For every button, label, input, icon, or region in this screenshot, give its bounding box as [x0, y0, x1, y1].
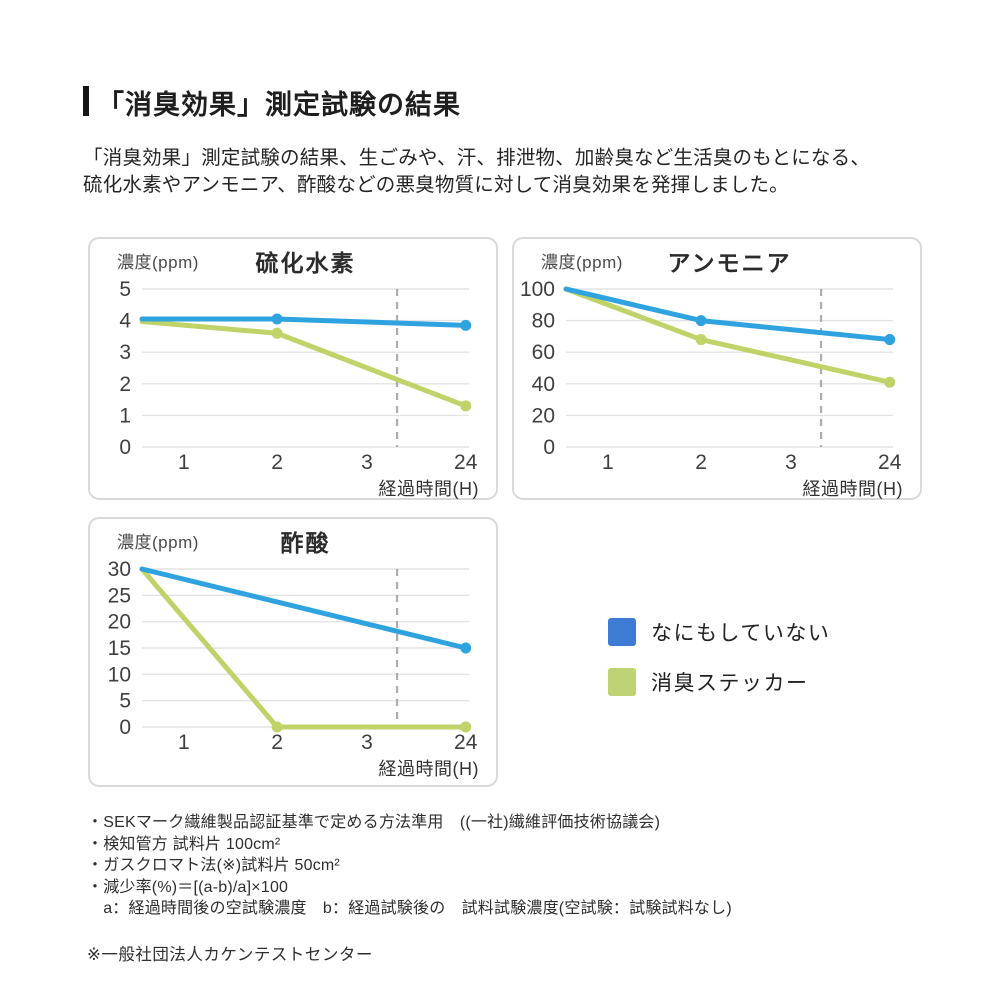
chart-title-acetic-acid: 酢酸	[280, 530, 331, 556]
chart-title-ammonia: アンモニア	[667, 250, 792, 276]
series-line-0	[139, 566, 469, 651]
y-tick-label: 3	[119, 341, 131, 364]
y-tick-label: 25	[108, 584, 131, 607]
y-tick-label: 30	[108, 558, 131, 581]
data-point	[884, 334, 896, 346]
footnote-line: ・検知管方 試料片 100cm²	[87, 835, 281, 853]
y-tick-label: 4	[119, 310, 131, 333]
source-note: ※一般社団法人カケンテストセンター	[87, 946, 373, 964]
y-tick-label: 20	[108, 611, 131, 634]
legend-swatch-blue	[608, 618, 636, 646]
y-tick-label: 5	[119, 690, 131, 713]
x-tick-label: 24	[878, 451, 902, 474]
chart-title-hydrogen-sulfide: 硫化水素	[255, 250, 356, 276]
chart-canvas-ammonia: 0 20 40 60 80 100 1 2 3 24	[520, 278, 902, 474]
footnote-line: ・減少率(%)＝[(a-b)/a]×100	[87, 878, 289, 896]
footnote-line: a：経過時間後の空試験濃度 b：経過試験後の 試料試験濃度(空試験：試験試料なし…	[87, 900, 732, 917]
chart-canvas-hydrogen-sulfide: 0 1 2 3 4 5 1 2 3 24	[119, 278, 478, 474]
x-tick-label: 2	[271, 731, 283, 754]
x-axis-label: 経過時間(H)	[802, 479, 903, 499]
data-point	[884, 376, 896, 388]
data-point	[460, 642, 472, 654]
chart-card-hydrogen-sulfide: 0 1 2 3 4 5 1 2 3 24 濃度(ppm) 硫化水素 経過時間(H)	[88, 237, 498, 500]
legend-label-untreated: なにもしていない	[651, 622, 831, 645]
data-point	[460, 400, 472, 412]
y-tick-label: 40	[532, 373, 555, 396]
footnotes: ・SEKマーク繊維製品認証基準で定める方法準用 ((一社)繊維評価技術協議会) …	[87, 812, 732, 920]
x-tick-label: 2	[695, 451, 707, 474]
y-axis-unit-label: 濃度(ppm)	[541, 253, 623, 272]
y-tick-label: 0	[543, 436, 555, 459]
data-point	[695, 315, 707, 327]
y-axis-unit-label: 濃度(ppm)	[117, 253, 199, 272]
y-axis-unit-label: 濃度(ppm)	[117, 533, 199, 552]
y-tick-label: 15	[108, 637, 131, 660]
y-tick-label: 10	[108, 663, 131, 686]
footnote-line: ・SEKマーク繊維製品認証基準で定める方法準用 ((一社)繊維評価技術協議会)	[87, 814, 661, 831]
x-tick-label: 2	[271, 451, 283, 474]
series-line-1	[139, 319, 469, 409]
y-tick-label: 5	[119, 278, 131, 301]
x-tick-label: 1	[602, 451, 614, 474]
y-tick-label: 1	[119, 404, 131, 427]
y-tick-label: 2	[119, 373, 131, 396]
data-point	[271, 327, 283, 339]
data-point	[271, 721, 283, 733]
data-point	[271, 313, 283, 325]
y-tick-label: 20	[532, 404, 555, 427]
legend-swatch-green	[608, 668, 636, 696]
legend-label-deodorant-sticker: 消臭ステッカー	[651, 672, 809, 695]
legend-item-untreated: なにもしていない	[608, 617, 830, 647]
y-tick-label: 80	[532, 310, 555, 333]
title-accent-bar	[83, 86, 89, 116]
x-tick-label: 3	[785, 451, 797, 474]
chart-canvas-acetic-acid: 0 5 10 15 20 25 30 1 2 3 24	[108, 558, 478, 754]
legend: なにもしていない 消臭ステッカー	[608, 617, 830, 717]
y-tick-label: 100	[520, 278, 555, 301]
chart-card-ammonia: 0 20 40 60 80 100 1 2 3 24 濃度(ppm) アンモニア 経過時間(H)	[512, 237, 922, 500]
x-axis-label: 経過時間(H)	[378, 479, 479, 499]
data-point	[460, 319, 472, 331]
y-tick-label: 0	[119, 436, 131, 459]
data-point	[460, 721, 472, 733]
x-tick-label: 3	[361, 451, 373, 474]
footnote-line: ・ガスクロマト法(※)試料片 50cm²	[87, 857, 340, 874]
data-point	[695, 334, 707, 346]
x-tick-label: 1	[178, 451, 190, 474]
x-tick-label: 24	[454, 451, 478, 474]
x-tick-label: 1	[178, 731, 190, 754]
x-tick-label: 3	[361, 731, 373, 754]
legend-item-deodorant-sticker: 消臭ステッカー	[608, 667, 830, 697]
page-description: 「消臭効果」測定試験の結果、生ごみや、汗、排泄物、加齢臭など生活臭のもとになる、…	[83, 147, 871, 196]
x-axis-label: 経過時間(H)	[378, 759, 479, 779]
y-tick-label: 0	[119, 716, 131, 739]
chart-card-acetic-acid: 0 5 10 15 20 25 30 1 2 3 24 濃度(ppm) 酢酸 経過時間(H)	[88, 517, 498, 787]
series-line-0	[563, 286, 893, 343]
y-tick-label: 60	[532, 341, 555, 364]
x-tick-label: 24	[454, 731, 478, 754]
page-title: 「消臭効果」測定試験の結果	[97, 90, 461, 120]
